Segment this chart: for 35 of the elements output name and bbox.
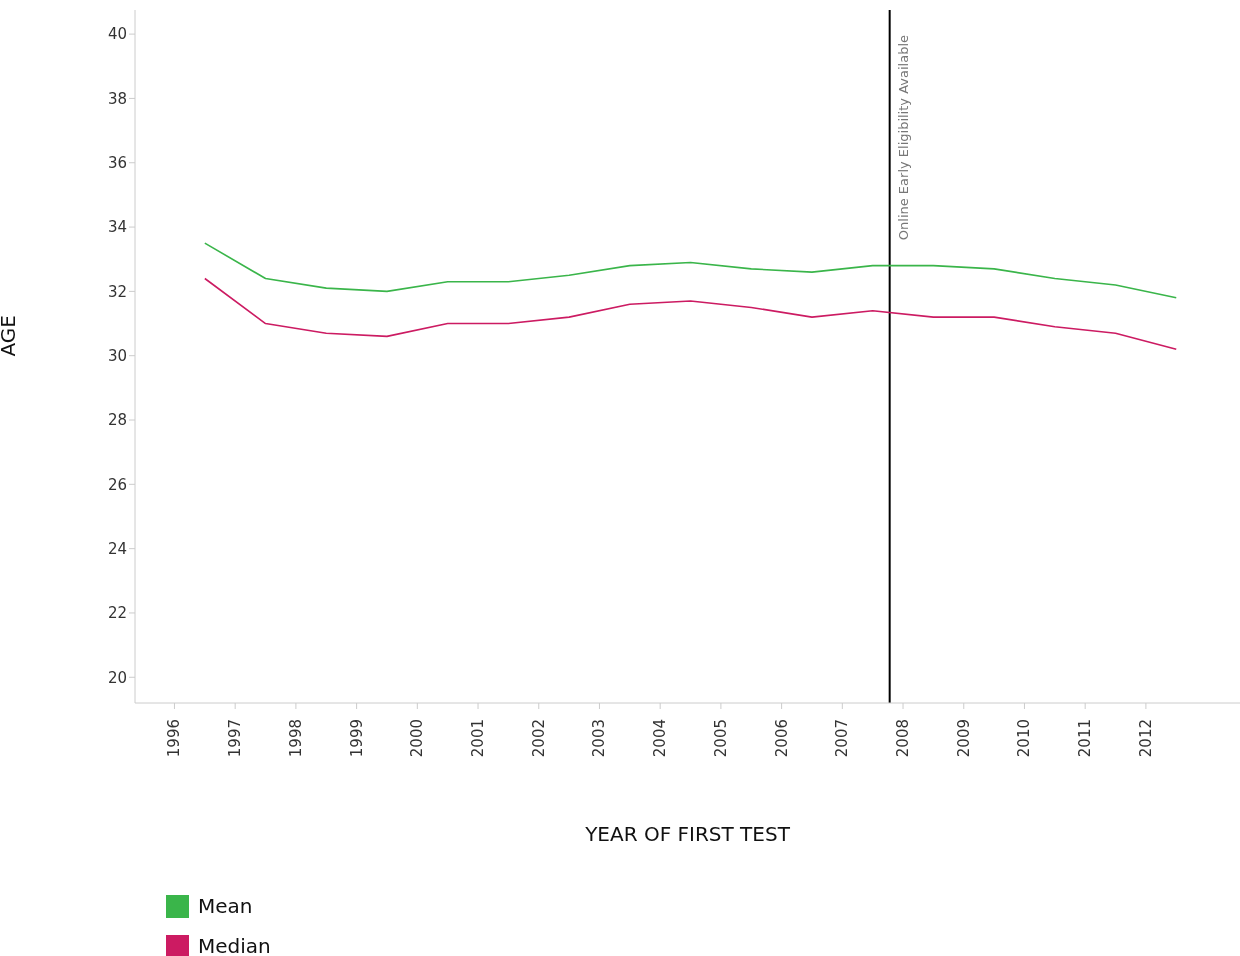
y-tick-label: 40 — [107, 25, 127, 44]
y-tick-label: 22 — [107, 604, 127, 623]
x-tick-label: 2003 — [590, 719, 609, 758]
y-tick-label: 34 — [107, 218, 127, 237]
x-tick-label: 2011 — [1076, 719, 1095, 758]
y-tick-label: 36 — [107, 154, 127, 173]
y-tick-label: 24 — [107, 539, 127, 558]
x-tick-label: 2001 — [469, 719, 488, 758]
line-series — [204, 277, 1178, 351]
x-tick-label: 2012 — [1136, 719, 1155, 758]
legend-label: Mean — [198, 894, 253, 918]
y-axis-title: AGE — [0, 315, 21, 357]
x-axis-title: YEAR OF FIRST TEST — [584, 822, 791, 846]
x-tick-label: 2002 — [529, 719, 548, 758]
x-tick-label: 1997 — [226, 719, 245, 758]
y-tick-label: 30 — [107, 347, 127, 366]
y-tick-label: 20 — [107, 668, 127, 687]
x-tick-label: 2007 — [833, 719, 852, 758]
x-tick-label: 2009 — [954, 719, 973, 758]
y-tick-label: 26 — [107, 475, 127, 494]
y-tick-label: 32 — [107, 282, 127, 301]
x-tick-label: 2004 — [651, 719, 670, 758]
y-tick-label: 28 — [107, 411, 127, 430]
x-tick-label: 2000 — [408, 719, 427, 758]
x-tick-label: 1999 — [347, 719, 366, 758]
x-tick-label: 2010 — [1015, 719, 1034, 758]
x-tick-label: 1996 — [165, 719, 184, 758]
x-tick-label: 1998 — [286, 719, 305, 758]
y-tick-label: 38 — [107, 89, 127, 108]
x-tick-label: 2006 — [772, 719, 791, 758]
legend-label: Median — [198, 934, 271, 956]
line-series — [204, 242, 1178, 299]
ref-line-label: Online Early Eligibility Available — [895, 35, 911, 241]
x-tick-label: 2008 — [894, 719, 913, 758]
x-tick-label: 2005 — [711, 719, 730, 758]
